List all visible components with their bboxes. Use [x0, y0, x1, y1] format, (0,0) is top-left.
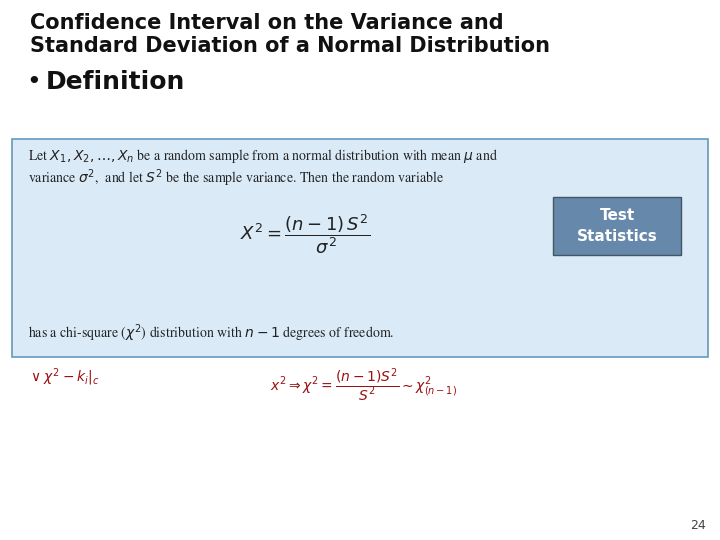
- Text: $x^2 \Rightarrow \chi^2 = \dfrac{(n-1)S^2}{S^2} \sim \chi^2_{(n-1)}$: $x^2 \Rightarrow \chi^2 = \dfrac{(n-1)S^…: [270, 366, 457, 403]
- FancyBboxPatch shape: [12, 139, 708, 357]
- Text: has a chi-square ($\chi^2$) distribution with $n - 1$ degrees of freedom.: has a chi-square ($\chi^2$) distribution…: [28, 322, 395, 343]
- Text: 24: 24: [690, 519, 706, 532]
- Text: Let $X_1, X_2, \ldots, X_n$ be a random sample from a normal distribution with m: Let $X_1, X_2, \ldots, X_n$ be a random …: [28, 147, 498, 165]
- Text: Test
Statistics: Test Statistics: [577, 208, 657, 244]
- Text: Standard Deviation of a Normal Distribution: Standard Deviation of a Normal Distribut…: [30, 36, 550, 56]
- Text: Definition: Definition: [46, 70, 185, 94]
- Text: variance $\sigma^2$,  and let $S^2$ be the sample variance. Then the random vari: variance $\sigma^2$, and let $S^2$ be th…: [28, 167, 444, 188]
- Text: •: •: [26, 70, 41, 94]
- FancyBboxPatch shape: [553, 197, 681, 255]
- Text: $\vee \;\chi^2 - k_i|_c$: $\vee \;\chi^2 - k_i|_c$: [30, 366, 99, 388]
- Text: Confidence Interval on the Variance and: Confidence Interval on the Variance and: [30, 13, 503, 33]
- Text: $X^2 = \dfrac{(n-1)\,S^2}{\sigma^2}$: $X^2 = \dfrac{(n-1)\,S^2}{\sigma^2}$: [240, 212, 370, 256]
